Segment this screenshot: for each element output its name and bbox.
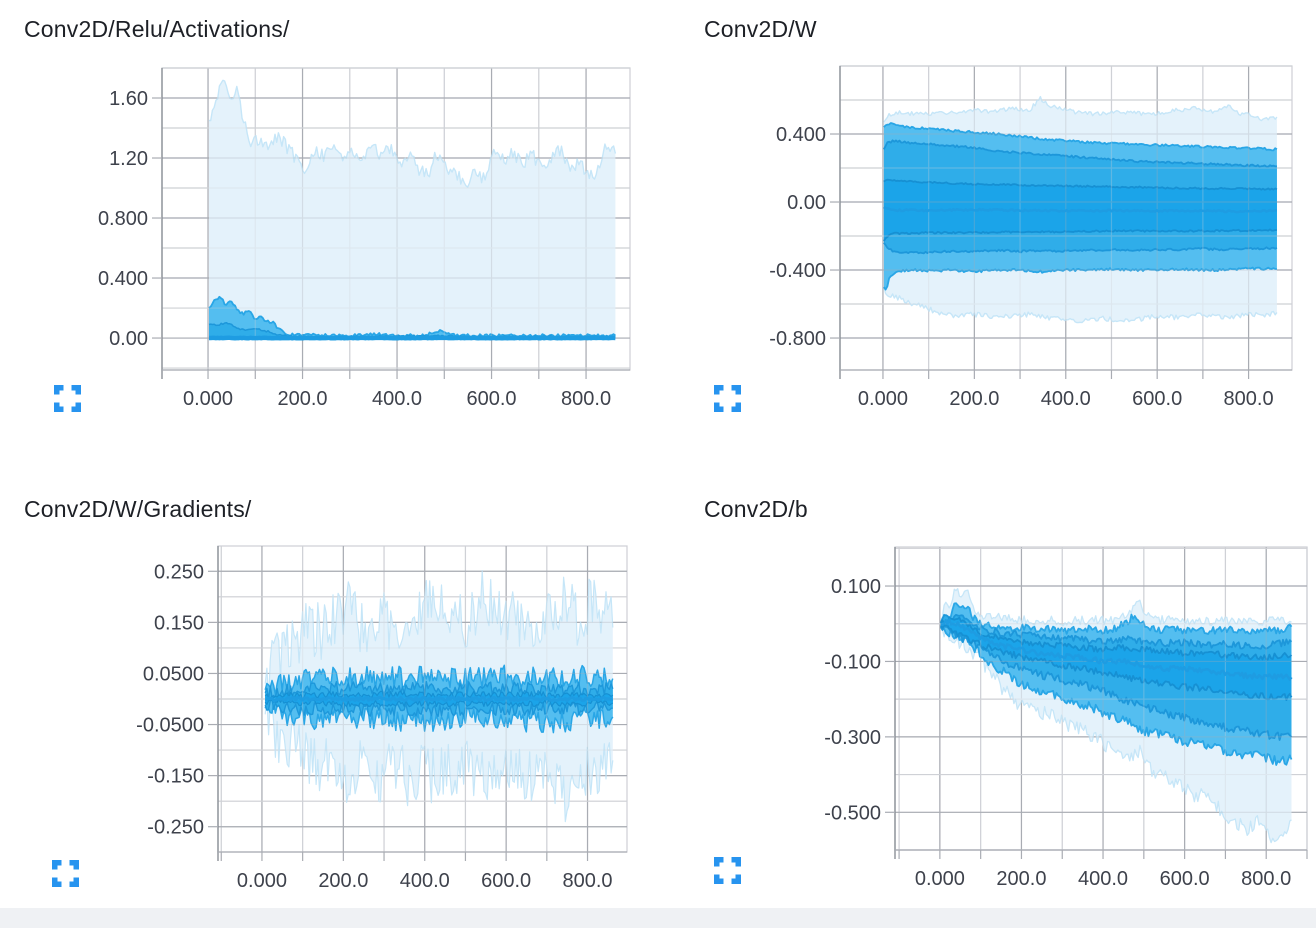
chart-title: Conv2D/b bbox=[704, 496, 808, 522]
svg-text:600.0: 600.0 bbox=[467, 388, 517, 410]
svg-text:0.000: 0.000 bbox=[915, 868, 965, 890]
svg-text:-0.300: -0.300 bbox=[824, 727, 881, 749]
svg-text:0.250: 0.250 bbox=[154, 561, 204, 583]
b-chart-canvas[interactable]: 0.100 -0.100 -0.300 -0.500 0.000 200.0 400.0 60… bbox=[658, 464, 1316, 928]
fullscreen-icon bbox=[714, 385, 741, 412]
chart-title: Conv2D/Relu/Activations/ bbox=[24, 16, 290, 42]
gradients-chart-canvas[interactable]: 0.250 0.150 0.0500 -0.0500 -0.150 -0.250 0.000… bbox=[0, 464, 658, 928]
fullscreen-icon bbox=[52, 860, 79, 887]
svg-text:0.800: 0.800 bbox=[98, 208, 148, 230]
svg-text:800.0: 800.0 bbox=[1224, 388, 1274, 410]
svg-text:200.0: 200.0 bbox=[996, 868, 1046, 890]
fullscreen-button[interactable] bbox=[54, 385, 81, 412]
svg-text:-0.150: -0.150 bbox=[147, 766, 204, 788]
svg-text:200.0: 200.0 bbox=[318, 870, 368, 892]
svg-text:800.0: 800.0 bbox=[1241, 868, 1291, 890]
svg-text:0.000: 0.000 bbox=[858, 388, 908, 410]
w-chart-canvas[interactable]: 0.400 0.00 -0.400 -0.800 0.000 200.0 400.0 600.… bbox=[658, 0, 1316, 464]
activations-chart-canvas[interactable]: 1.60 1.20 0.800 0.400 0.00 0.000 200.0 400.0 600… bbox=[0, 0, 658, 464]
chart-card-b: 0.100 -0.100 -0.300 -0.500 0.000 200.0 400.0 60… bbox=[658, 464, 1316, 928]
fullscreen-button[interactable] bbox=[714, 857, 741, 884]
svg-text:600.0: 600.0 bbox=[1132, 388, 1182, 410]
svg-text:1.20: 1.20 bbox=[109, 148, 148, 170]
svg-text:-0.100: -0.100 bbox=[824, 651, 881, 673]
svg-text:-0.800: -0.800 bbox=[769, 328, 826, 350]
svg-text:0.150: 0.150 bbox=[154, 612, 204, 634]
svg-text:800.0: 800.0 bbox=[562, 870, 612, 892]
svg-text:400.0: 400.0 bbox=[372, 388, 422, 410]
svg-text:400.0: 400.0 bbox=[1078, 868, 1128, 890]
svg-text:-0.0500: -0.0500 bbox=[136, 715, 204, 737]
svg-text:-0.250: -0.250 bbox=[147, 817, 204, 839]
chart-title: Conv2D/W bbox=[704, 16, 817, 42]
chart-title: Conv2D/W/Gradients/ bbox=[24, 496, 252, 522]
svg-text:0.000: 0.000 bbox=[183, 388, 233, 410]
svg-text:0.400: 0.400 bbox=[776, 124, 826, 146]
svg-text:200.0: 200.0 bbox=[949, 388, 999, 410]
svg-text:800.0: 800.0 bbox=[561, 388, 611, 410]
svg-text:0.000: 0.000 bbox=[237, 870, 287, 892]
fullscreen-button[interactable] bbox=[714, 385, 741, 412]
svg-text:-0.500: -0.500 bbox=[824, 802, 881, 824]
svg-text:0.100: 0.100 bbox=[831, 576, 881, 598]
svg-text:400.0: 400.0 bbox=[1041, 388, 1091, 410]
section-divider bbox=[0, 908, 1316, 928]
chart-card-activations: 1.60 1.20 0.800 0.400 0.00 0.000 200.0 400.0 600… bbox=[0, 0, 658, 464]
fullscreen-icon bbox=[714, 857, 741, 884]
svg-text:0.400: 0.400 bbox=[98, 268, 148, 290]
svg-text:-0.400: -0.400 bbox=[769, 260, 826, 282]
fullscreen-button[interactable] bbox=[52, 860, 79, 887]
svg-text:0.0500: 0.0500 bbox=[143, 663, 204, 685]
chart-card-w: 0.400 0.00 -0.400 -0.800 0.000 200.0 400.0 600.… bbox=[658, 0, 1316, 464]
fullscreen-icon bbox=[54, 385, 81, 412]
svg-text:200.0: 200.0 bbox=[278, 388, 328, 410]
svg-text:0.00: 0.00 bbox=[109, 328, 148, 350]
svg-text:1.60: 1.60 bbox=[109, 88, 148, 110]
svg-text:600.0: 600.0 bbox=[1160, 868, 1210, 890]
chart-card-gradients: 0.250 0.150 0.0500 -0.0500 -0.150 -0.250 0.000… bbox=[0, 464, 658, 928]
svg-text:600.0: 600.0 bbox=[481, 870, 531, 892]
svg-text:400.0: 400.0 bbox=[400, 870, 450, 892]
svg-text:0.00: 0.00 bbox=[787, 192, 826, 214]
